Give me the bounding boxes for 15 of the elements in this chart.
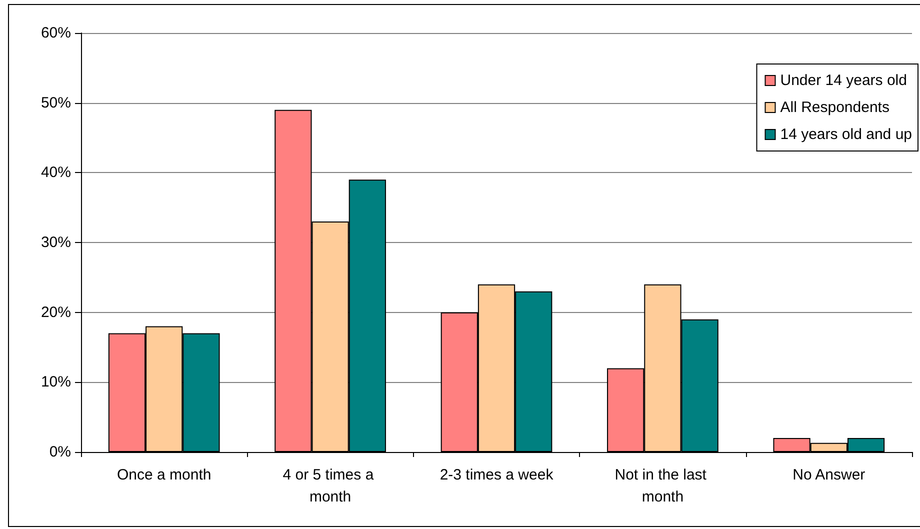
y-tick-label: 0% xyxy=(49,444,71,460)
legend-label: All Respondents xyxy=(780,99,890,116)
y-tick-label: 20% xyxy=(40,304,71,321)
x-tick-label: 2-3 times a week xyxy=(440,466,554,484)
x-tick-label: Once a month xyxy=(116,466,212,484)
y-tick-label: 40% xyxy=(40,164,71,182)
x-tick-label: Not in the last month xyxy=(614,466,711,506)
y-tick-label: 50% xyxy=(40,94,71,112)
legend-label: 14 years old and up xyxy=(780,126,912,143)
x-tick-label: No Answer xyxy=(792,466,866,484)
y-tick-label: 10% xyxy=(40,374,71,391)
y-tick-label: 30% xyxy=(40,234,71,251)
legend-label: Under 14 years old xyxy=(780,72,907,89)
x-tick-label: 4 or 5 times a month xyxy=(282,466,378,506)
y-tick-label: 60% xyxy=(40,24,71,42)
